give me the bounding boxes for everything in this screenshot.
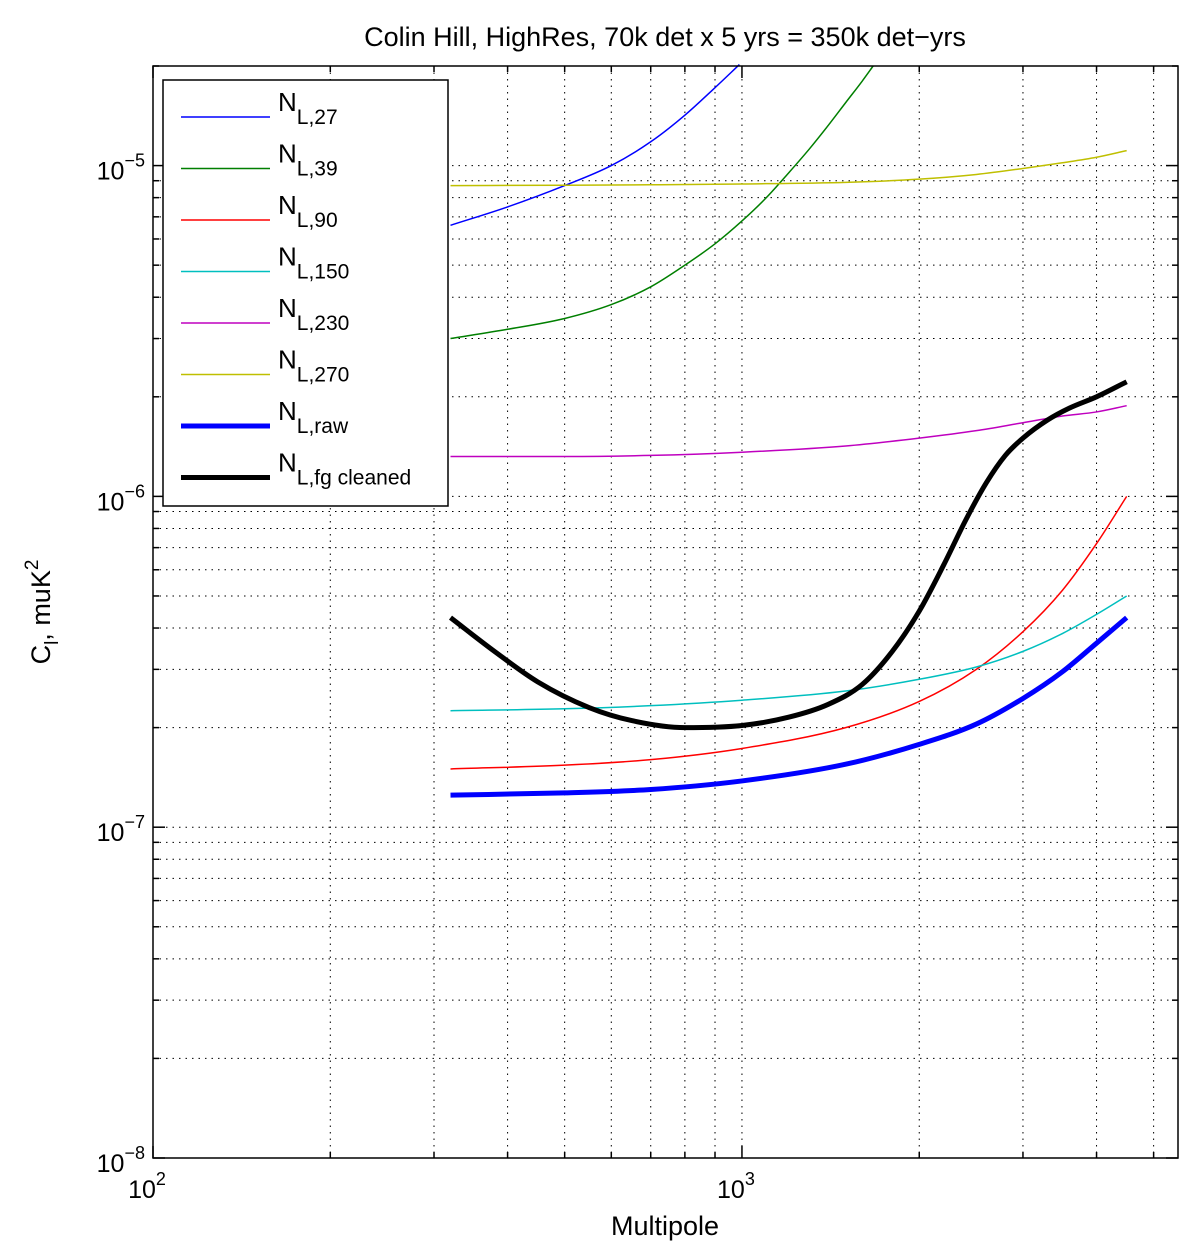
series-lines (448, 64, 1129, 798)
legend-label-5: NL,230 (278, 293, 349, 335)
y-tick-label: 10−6 (97, 481, 145, 516)
legend-label-subscript: L,150 (297, 261, 350, 284)
legend-label-subscript: L,fg cleaned (297, 467, 411, 490)
series-line-8 (448, 379, 1128, 731)
legend-label-subscript: L,39 (297, 158, 338, 181)
series-line-1 (450, 64, 740, 226)
x-tick-label: 103 (717, 1169, 755, 1204)
y-axis-title-superscript: 2 (22, 560, 43, 571)
legend-label-main: N (278, 242, 297, 272)
legend-label-main: N (278, 448, 297, 478)
legend-box (162, 79, 449, 507)
legend-label-8: NL,fg cleaned (278, 448, 411, 490)
legend-label-1: NL,27 (278, 87, 338, 129)
legend-label-main: N (278, 190, 297, 220)
tick-exponent: −7 (124, 812, 145, 832)
series-line-3 (450, 495, 1128, 770)
x-axis-title: Multipole (611, 1211, 719, 1241)
y-tick-label: 10−5 (97, 151, 145, 186)
legend-label-3: NL,90 (278, 190, 338, 232)
series-line-4 (450, 595, 1128, 712)
series-line-2 (450, 65, 874, 340)
x-tick-label: 102 (128, 1169, 166, 1204)
legend-label-6: NL,270 (278, 345, 349, 387)
legend-label-subscript: L,230 (297, 312, 350, 335)
y-axis-title-subscript: l (42, 641, 63, 645)
legend-label-subscript: L,raw (297, 415, 349, 438)
legend-label-4: NL,150 (278, 242, 349, 284)
y-axis-title-main: C (26, 645, 56, 665)
legend-label-subscript: L,270 (297, 364, 350, 387)
legend-label-subscript: L,90 (297, 209, 338, 232)
series-line-7 (450, 615, 1129, 798)
tick-exponent: −5 (124, 151, 145, 171)
y-axis-title: Cl, muK2 (22, 560, 63, 665)
legend-label-subscript: L,27 (297, 106, 338, 129)
series-line-6 (450, 149, 1127, 187)
tick-base: 10 (128, 1176, 156, 1204)
y-axis-title-unit: , muK (26, 570, 56, 641)
series-line-5 (450, 404, 1127, 458)
tick-exponent: −8 (124, 1143, 145, 1163)
tick-exponent: −6 (124, 481, 145, 501)
legend-label-2: NL,39 (278, 139, 338, 181)
y-tick-label: 10−8 (97, 1143, 145, 1178)
y-tick-label: 10−7 (97, 812, 145, 847)
legend-label-7: NL,raw (278, 396, 349, 438)
tick-exponent: 3 (745, 1169, 755, 1189)
legend-label-main: N (278, 396, 297, 426)
chart-title: Colin Hill, HighRes, 70k det x 5 yrs = 3… (364, 22, 966, 52)
legend-label-main: N (278, 345, 297, 375)
legend: NL,27NL,39NL,90NL,150NL,230NL,270NL,rawN… (162, 79, 449, 507)
tick-base: 10 (97, 158, 125, 186)
tick-base: 10 (97, 488, 125, 516)
tick-exponent: 2 (156, 1169, 166, 1189)
tick-base: 10 (97, 1150, 125, 1178)
tick-base: 10 (717, 1176, 745, 1204)
legend-label-main: N (278, 87, 297, 117)
legend-label-main: N (278, 293, 297, 323)
tick-base: 10 (97, 819, 125, 847)
plot-frame (152, 65, 1179, 1159)
legend-label-main: N (278, 139, 297, 169)
